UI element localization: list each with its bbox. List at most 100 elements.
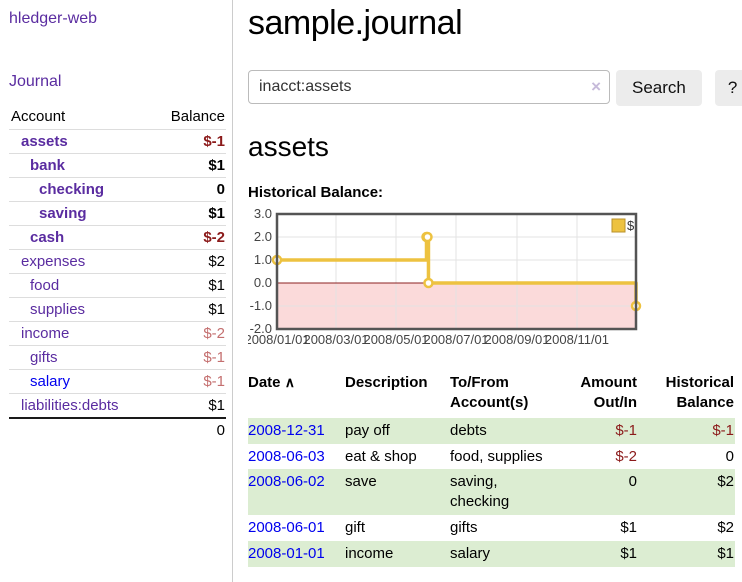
plot-border [275,212,638,331]
transaction-accounts: gifts [450,519,478,537]
transaction-description: pay off [345,421,390,439]
historical-balance-chart: $3.0 2.0 1.0 0.0 -1.0 -2.0 2008/01/01 2008/03/0… [248,207,742,354]
account-link[interactable]: supplies [30,301,86,318]
x-tick-label: 2008/11/01 [545,332,609,347]
register-row: 2008-06-01 gift gifts $1 $2 [248,515,735,541]
accounts-total-spacer [9,417,152,442]
account-link[interactable]: income [21,325,70,342]
transaction-amount: $1 [620,519,637,537]
register-header-row: Date ∧ Description To/From Account(s) Am… [248,371,735,418]
account-balance: $-2 [151,225,226,250]
page-title: sample.journal [248,4,463,42]
sidebar-item-journal[interactable]: Journal [9,73,62,90]
chart-svg: $3.0 2.0 1.0 0.0 -1.0 -2.02008/01/012008/03/0… [248,207,642,347]
y-tick-label: 3.0 [254,207,272,221]
transaction-accounts: saving, checking [450,473,510,511]
search-box: × [248,70,610,106]
transaction-amount: 0 [628,473,637,491]
transaction-accounts: salary [450,545,491,563]
account-row: income $-2 [9,321,226,346]
transaction-date-link[interactable]: 2008-06-03 [248,447,325,465]
y-tick-label: -2.0 [250,321,272,336]
account-link[interactable]: food [30,277,60,294]
account-balance: $-2 [151,321,226,346]
x-tick-label: 2008/05/01 [363,332,428,347]
register-header-description: Description [345,374,428,392]
account-balance: $1 [151,297,226,322]
transaction-accounts: food, supplies [450,447,543,465]
transaction-description: income [345,545,394,563]
legend-label: $ [627,218,635,233]
transaction-amount: $-2 [615,447,637,465]
account-row: expenses $2 [9,249,226,274]
account-balance: $1 [151,201,226,226]
account-row: bank $1 [9,153,226,178]
transaction-description: gift [345,519,366,537]
y-tick-label: 2.0 [254,229,272,244]
help-button[interactable]: ? [714,70,742,107]
main-content: sample.journal × Search ? assets Histori… [233,0,742,582]
account-link[interactable]: expenses [21,253,86,270]
account-row: liabilities:debts $1 [9,393,226,418]
x-tick-label: 2008/09/01 [484,332,549,347]
y-tick-label: -1.0 [250,298,272,313]
account-balance: $-1 [151,129,226,154]
account-balance: $1 [151,153,226,178]
data-point-marker [423,277,434,289]
account-row: assets $-1 [9,129,226,154]
accounts-header-balance: Balance [170,108,225,125]
clear-search-icon[interactable]: × [591,77,601,97]
account-link[interactable]: assets [21,133,68,150]
search-input[interactable] [248,70,610,105]
transaction-date-link[interactable]: 2008-01-01 [248,545,325,563]
sort-ascending-icon[interactable]: ∧ [284,374,295,391]
register-header-accounts: To/From Account(s) [450,374,529,412]
chart-title: Historical Balance: [248,184,384,202]
transaction-date-link[interactable]: 2008-06-01 [248,519,325,537]
transaction-date-link[interactable]: 2008-06-02 [248,473,325,491]
accounts-total-row: 0 [9,417,226,442]
register-header-balance: Historical Balance [665,374,734,412]
transaction-amount: $1 [620,545,637,563]
register-row: 2008-12-31 pay off debts $-1 $-1 [248,417,735,444]
register-header-date[interactable]: Date ∧ [248,371,345,418]
account-link[interactable]: liabilities:debts [21,397,119,414]
account-balance: $2 [151,249,226,274]
legend-swatch [611,218,626,233]
register-header-amount: Amount Out/In [580,374,637,412]
account-link[interactable]: saving [39,205,87,222]
search-form: × Search ? [248,70,742,107]
transaction-balance: $1 [717,545,734,563]
transaction-date-link[interactable]: 2008-12-31 [248,421,325,439]
accounts-table: Account Balance assets $-1 bank $1 check… [9,105,226,442]
account-row: supplies $1 [9,297,226,322]
account-balance: 0 [151,177,226,202]
transaction-balance: $2 [717,473,734,491]
brand-link[interactable]: hledger-web [9,10,98,27]
sidebar-nav: Journal [9,73,226,91]
transaction-balance: 0 [725,447,734,465]
x-tick-label: 2008/01/01 [248,332,310,347]
transaction-balance: $-1 [712,421,734,439]
accounts-header-row: Account Balance [9,105,226,130]
account-balance: $-1 [151,345,226,370]
register-row: 2008-01-01 income salary $1 $1 [248,541,735,568]
account-link[interactable]: gifts [30,349,58,366]
sidebar: hledger-web Journal Account Balance asse… [0,0,233,582]
x-tick-label: 2008/07/01 [423,332,488,347]
account-row: food $1 [9,273,226,298]
y-tick-label: 1.0 [254,252,272,267]
account-row: checking 0 [9,177,226,202]
account-link[interactable]: checking [39,181,105,198]
transaction-balance: $2 [717,519,734,537]
account-title: assets [248,131,329,163]
accounts-header-account: Account [11,108,66,125]
account-row: gifts $-1 [9,345,226,370]
search-button[interactable]: Search [616,70,702,107]
account-link[interactable]: cash [30,229,65,246]
account-link[interactable]: salary [30,373,71,390]
data-point-marker [422,231,433,243]
account-link[interactable]: bank [30,157,66,174]
transaction-description: save [345,473,377,491]
